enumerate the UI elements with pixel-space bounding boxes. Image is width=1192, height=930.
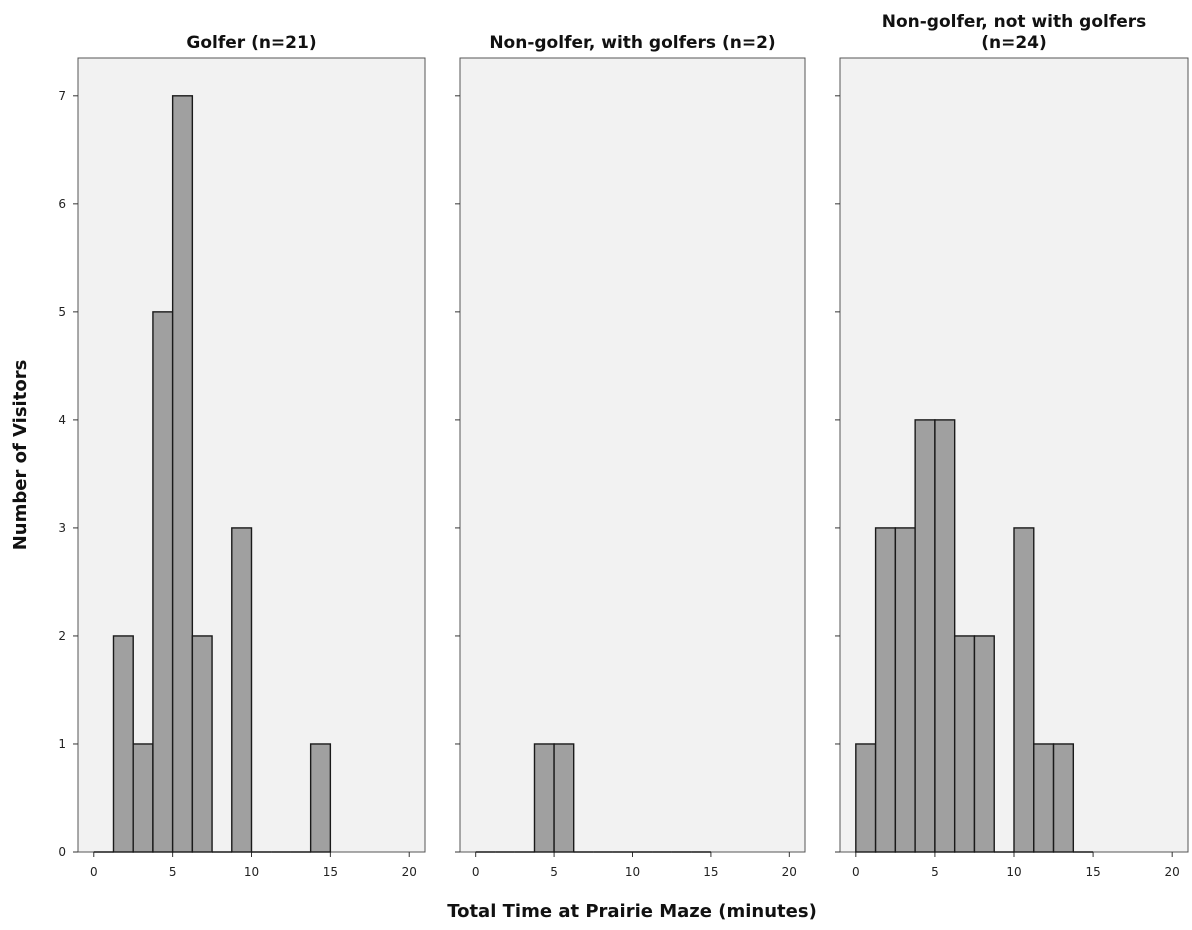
histogram-bar — [953, 635, 976, 853]
x-tick-label: 20 — [402, 865, 417, 879]
x-tick-label: 10 — [244, 865, 259, 879]
y-tick-label: 6 — [58, 197, 66, 211]
panel-title: Non-golfer, with golfers (n=2) — [489, 33, 775, 53]
panel-title: Non-golfer, not with golfers — [882, 12, 1147, 32]
histogram-bar — [533, 743, 555, 853]
x-tick-label: 20 — [782, 865, 797, 879]
x-tick-label: 10 — [1006, 865, 1021, 879]
x-tick-label: 0 — [852, 865, 860, 879]
histogram-bar — [152, 311, 174, 853]
histogram-bar — [1033, 743, 1055, 853]
y-tick-label: 2 — [58, 629, 66, 643]
panel-1: Golfer (n=21) 0 5 10 15 20 0 1 2 3 4 5 6 7 — [58, 33, 426, 879]
histogram-bar — [1013, 527, 1035, 853]
histogram-bar — [132, 743, 154, 853]
histogram-bar — [934, 419, 956, 853]
histogram-bar — [171, 95, 194, 853]
panel-title: (n=24) — [981, 33, 1047, 53]
histogram-bar — [874, 527, 897, 853]
y-tick-label: 7 — [58, 89, 66, 103]
panel-3: Non-golfer, not with golfers(n=24) 0 5 10 15… — [835, 12, 1189, 879]
histogram-bar — [191, 635, 213, 853]
x-tick-label: 0 — [90, 865, 98, 879]
x-tick-label: 15 — [323, 865, 338, 879]
histogram-bar — [894, 527, 916, 853]
histogram-bar — [973, 635, 995, 853]
y-tick-label: 5 — [58, 305, 66, 319]
x-tick-label: 20 — [1165, 865, 1180, 879]
histogram-bar — [553, 743, 575, 853]
y-tick-label: 4 — [58, 413, 66, 427]
y-tick-label: 3 — [58, 521, 66, 535]
histogram-bar — [855, 743, 877, 853]
histogram-bar — [309, 743, 332, 853]
y-tick-label: 1 — [58, 737, 66, 751]
x-tick-label: 10 — [625, 865, 640, 879]
y-tick-label: 0 — [58, 845, 66, 859]
panel-title: Golfer (n=21) — [186, 33, 316, 53]
histogram-bar — [1052, 743, 1075, 853]
x-tick-label: 5 — [550, 865, 558, 879]
x-axis-title: Total Time at Prairie Maze (minutes) — [447, 901, 817, 922]
histogram-bar — [914, 419, 936, 853]
x-tick-label: 15 — [703, 865, 718, 879]
x-tick-label: 0 — [472, 865, 480, 879]
x-tick-label: 5 — [931, 865, 939, 879]
histogram-bar — [112, 635, 134, 853]
x-tick-label: 15 — [1085, 865, 1100, 879]
x-tick-label: 5 — [169, 865, 177, 879]
panels-layer: Golfer (n=21) 0 5 10 15 20 0 1 2 3 4 5 6 7 Non-golfer,… — [58, 12, 1189, 879]
panel-background — [459, 57, 806, 853]
histogram-bar — [231, 527, 253, 853]
panel-2: Non-golfer, with golfers (n=2) 0 5 10 15 20 — [455, 33, 806, 879]
y-axis-title: Number of Visitors — [10, 360, 31, 551]
